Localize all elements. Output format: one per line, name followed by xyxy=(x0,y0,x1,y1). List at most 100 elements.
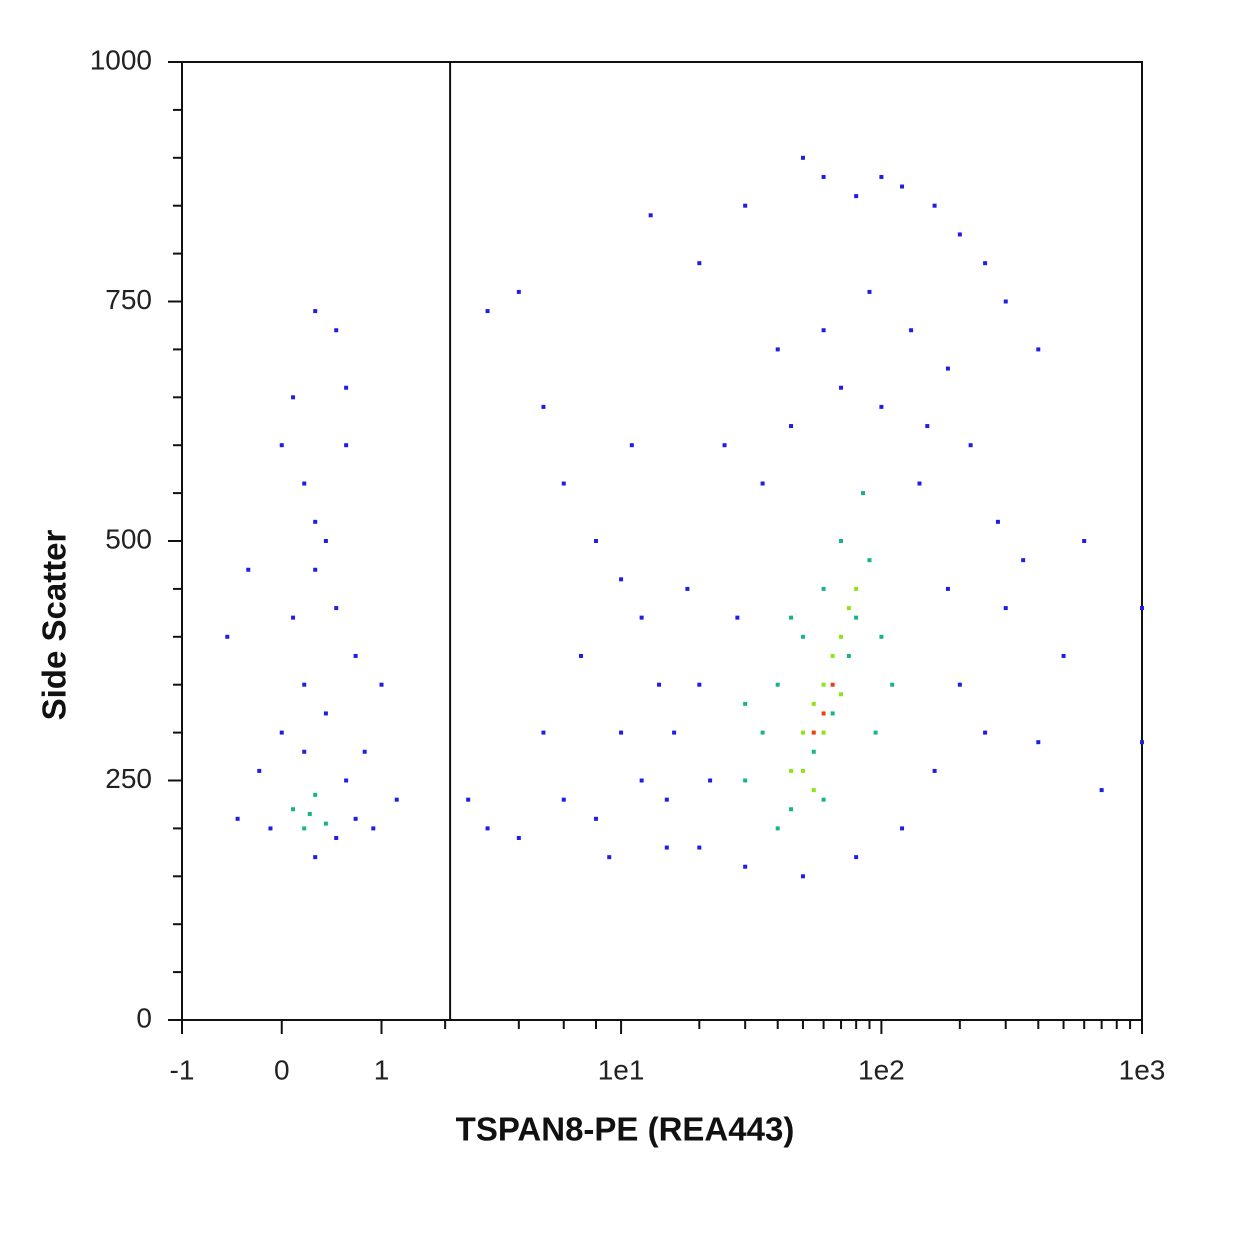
event-dot xyxy=(821,797,826,802)
event-dot xyxy=(846,653,851,658)
event-dot xyxy=(697,682,702,687)
event-dot xyxy=(743,701,748,706)
event-dot xyxy=(830,711,835,716)
event-dot xyxy=(821,586,826,591)
event-dot xyxy=(909,328,914,333)
x-tick-label: 1e3 xyxy=(1119,1054,1166,1085)
event-dot xyxy=(485,826,490,831)
event-dot xyxy=(362,749,367,754)
event-dot xyxy=(1036,740,1041,745)
event-dot xyxy=(279,730,284,735)
event-dot xyxy=(811,788,816,793)
event-dot xyxy=(821,328,826,333)
event-dot xyxy=(1021,558,1026,563)
x-tick-label: 0 xyxy=(274,1054,290,1085)
x-tick-label: -1 xyxy=(170,1054,195,1085)
event-dot xyxy=(672,730,677,735)
event-dot xyxy=(708,778,713,783)
y-tick-label: 750 xyxy=(105,284,152,315)
event-dot xyxy=(743,778,748,783)
y-tick-label: 250 xyxy=(105,763,152,794)
event-dot xyxy=(925,424,930,429)
event-dot xyxy=(561,797,566,802)
event-dot xyxy=(313,309,318,314)
event-dot xyxy=(743,864,748,869)
event-dot xyxy=(995,519,1000,524)
event-dot xyxy=(760,481,765,486)
event-dot xyxy=(846,606,851,611)
event-dot xyxy=(873,730,878,735)
event-dot xyxy=(789,424,794,429)
event-dot xyxy=(593,539,598,543)
event-dot xyxy=(879,634,884,639)
event-dot xyxy=(839,385,844,390)
event-dot xyxy=(629,443,634,448)
event-dot xyxy=(854,586,859,591)
event-dot xyxy=(879,174,884,179)
y-tick-label: 1000 xyxy=(90,44,152,75)
event-dot xyxy=(821,682,826,687)
event-dot xyxy=(639,778,644,783)
event-dot xyxy=(307,812,312,817)
event-dot xyxy=(789,807,794,812)
event-dot xyxy=(648,213,653,218)
event-dot xyxy=(344,385,349,390)
event-dot xyxy=(789,768,794,773)
event-dot xyxy=(466,797,471,802)
event-dot xyxy=(268,826,273,831)
event-dot xyxy=(879,404,884,409)
event-dot xyxy=(302,682,307,687)
event-dot xyxy=(1140,740,1144,745)
event-dot xyxy=(983,730,988,735)
event-dot xyxy=(516,835,521,840)
event-dot xyxy=(867,558,872,563)
event-dot xyxy=(313,792,318,797)
event-dot xyxy=(932,203,937,208)
event-dot xyxy=(775,826,780,831)
event-dot xyxy=(619,730,624,735)
event-dot xyxy=(302,481,307,486)
event-dot xyxy=(334,835,339,840)
event-dot xyxy=(861,491,866,496)
event-dot xyxy=(619,577,624,582)
event-dot xyxy=(225,634,230,639)
event-dot xyxy=(291,807,296,812)
event-dot xyxy=(830,682,835,687)
event-dot xyxy=(302,749,307,754)
y-axis-title: Side Scatter xyxy=(36,529,73,720)
event-dot xyxy=(1099,788,1104,793)
event-dot xyxy=(639,615,644,620)
event-dot xyxy=(830,653,835,658)
event-dot xyxy=(323,539,328,543)
event-dot xyxy=(697,261,702,266)
event-dot xyxy=(685,586,690,591)
event-dot xyxy=(313,519,318,524)
event-dot xyxy=(775,682,780,687)
event-dot xyxy=(664,797,669,802)
event-dot xyxy=(664,845,669,850)
event-dot xyxy=(334,606,339,611)
event-dot xyxy=(302,826,307,831)
y-tick-label: 0 xyxy=(136,1002,152,1033)
event-dot xyxy=(246,567,251,572)
event-dot xyxy=(811,749,816,754)
event-dot xyxy=(561,481,566,486)
event-dot xyxy=(371,826,376,831)
event-dot xyxy=(743,203,748,208)
event-dot xyxy=(789,615,794,620)
event-dot xyxy=(800,874,805,879)
event-dot xyxy=(945,586,950,591)
event-dot xyxy=(839,692,844,697)
event-dot xyxy=(760,730,765,735)
event-dot xyxy=(983,261,988,266)
x-tick-label: 1e1 xyxy=(598,1054,645,1085)
event-dot xyxy=(257,768,262,773)
event-dot xyxy=(957,682,962,687)
event-dot xyxy=(821,730,826,735)
event-dot xyxy=(775,347,780,352)
event-dot xyxy=(323,821,328,826)
event-dot xyxy=(839,634,844,639)
event-dot xyxy=(344,443,349,448)
event-dot xyxy=(800,768,805,773)
event-dot xyxy=(854,194,859,199)
